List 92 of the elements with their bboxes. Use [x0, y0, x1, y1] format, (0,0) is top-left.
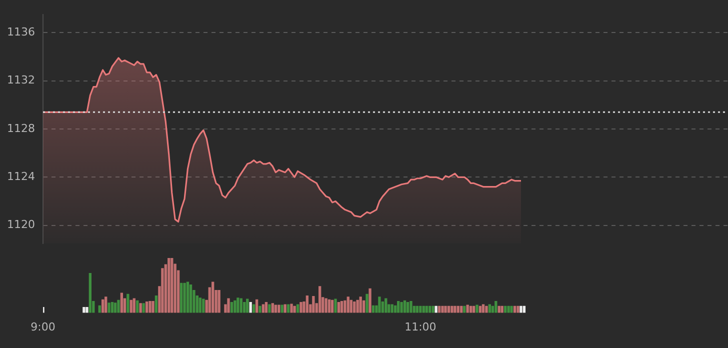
bar [86, 306, 88, 313]
bar [240, 298, 242, 313]
bar [340, 300, 344, 313]
bar [507, 306, 510, 313]
bar [168, 258, 170, 313]
bar [230, 302, 234, 313]
bar [410, 300, 412, 313]
bar [154, 295, 158, 313]
bar [202, 298, 205, 313]
bar [366, 294, 368, 313]
bar [268, 304, 271, 313]
bar [136, 300, 139, 313]
bar [368, 288, 372, 313]
bar [441, 306, 444, 313]
bar [255, 299, 258, 313]
bar [249, 302, 252, 313]
bar [189, 284, 192, 313]
bar [161, 268, 164, 313]
bar [432, 306, 434, 313]
bar [130, 300, 132, 313]
bar [450, 306, 454, 313]
bar [180, 282, 183, 313]
bar [120, 292, 124, 313]
y-tick-label: 1132 [7, 74, 35, 87]
bar [406, 302, 410, 313]
y-tick-label: 1124 [7, 170, 35, 184]
bar [186, 282, 190, 313]
y-tick-label: 1136 [7, 26, 35, 39]
bar [114, 302, 117, 313]
bar [271, 303, 274, 313]
bar [346, 296, 350, 313]
bar [454, 306, 456, 313]
y-tick-label: 1120 [7, 218, 35, 232]
bar [337, 302, 340, 313]
bar [170, 258, 174, 313]
bar [82, 306, 86, 313]
bar [183, 282, 186, 313]
bar [293, 306, 296, 313]
bar [246, 298, 249, 313]
bar [510, 306, 513, 313]
bar [350, 300, 352, 313]
x-tick-label: 11:00 [404, 320, 436, 334]
bar [243, 302, 246, 313]
bar [234, 300, 236, 313]
bar [264, 302, 268, 313]
bar [359, 296, 362, 313]
bar [258, 306, 262, 313]
bar [356, 300, 359, 313]
bar [104, 296, 108, 313]
bar [212, 282, 214, 313]
bar [236, 298, 240, 313]
bar [516, 306, 520, 313]
y-tick-label: 1128 [7, 122, 35, 135]
bar [139, 303, 142, 313]
bar [485, 306, 488, 313]
bar [520, 306, 522, 313]
bar [324, 298, 328, 313]
bar [330, 300, 334, 313]
bar [344, 300, 346, 313]
bar [142, 303, 145, 313]
bar [362, 300, 366, 313]
bar [494, 300, 498, 313]
bar [148, 300, 152, 313]
bar [101, 299, 104, 313]
bar [198, 298, 202, 313]
bar [403, 300, 406, 313]
bar [378, 296, 381, 313]
bar [152, 300, 154, 313]
bar [132, 298, 136, 313]
bar [300, 302, 302, 313]
bar [108, 302, 110, 313]
bar [384, 298, 388, 313]
bar [318, 286, 322, 313]
bar [126, 294, 130, 313]
bar [328, 299, 331, 313]
bar [145, 302, 148, 313]
bar [353, 302, 356, 313]
bar [400, 302, 403, 313]
bar [290, 304, 293, 313]
bar [312, 296, 315, 313]
bar [218, 290, 220, 313]
bar [334, 298, 337, 313]
bar [444, 306, 447, 313]
bar [476, 304, 478, 313]
bar [434, 306, 438, 313]
bar [88, 273, 92, 313]
bar [306, 295, 309, 313]
bar [110, 302, 114, 313]
bar [227, 298, 230, 313]
bar [117, 300, 120, 313]
bar [397, 300, 400, 313]
x-tick-label: 9:00 [30, 320, 56, 334]
